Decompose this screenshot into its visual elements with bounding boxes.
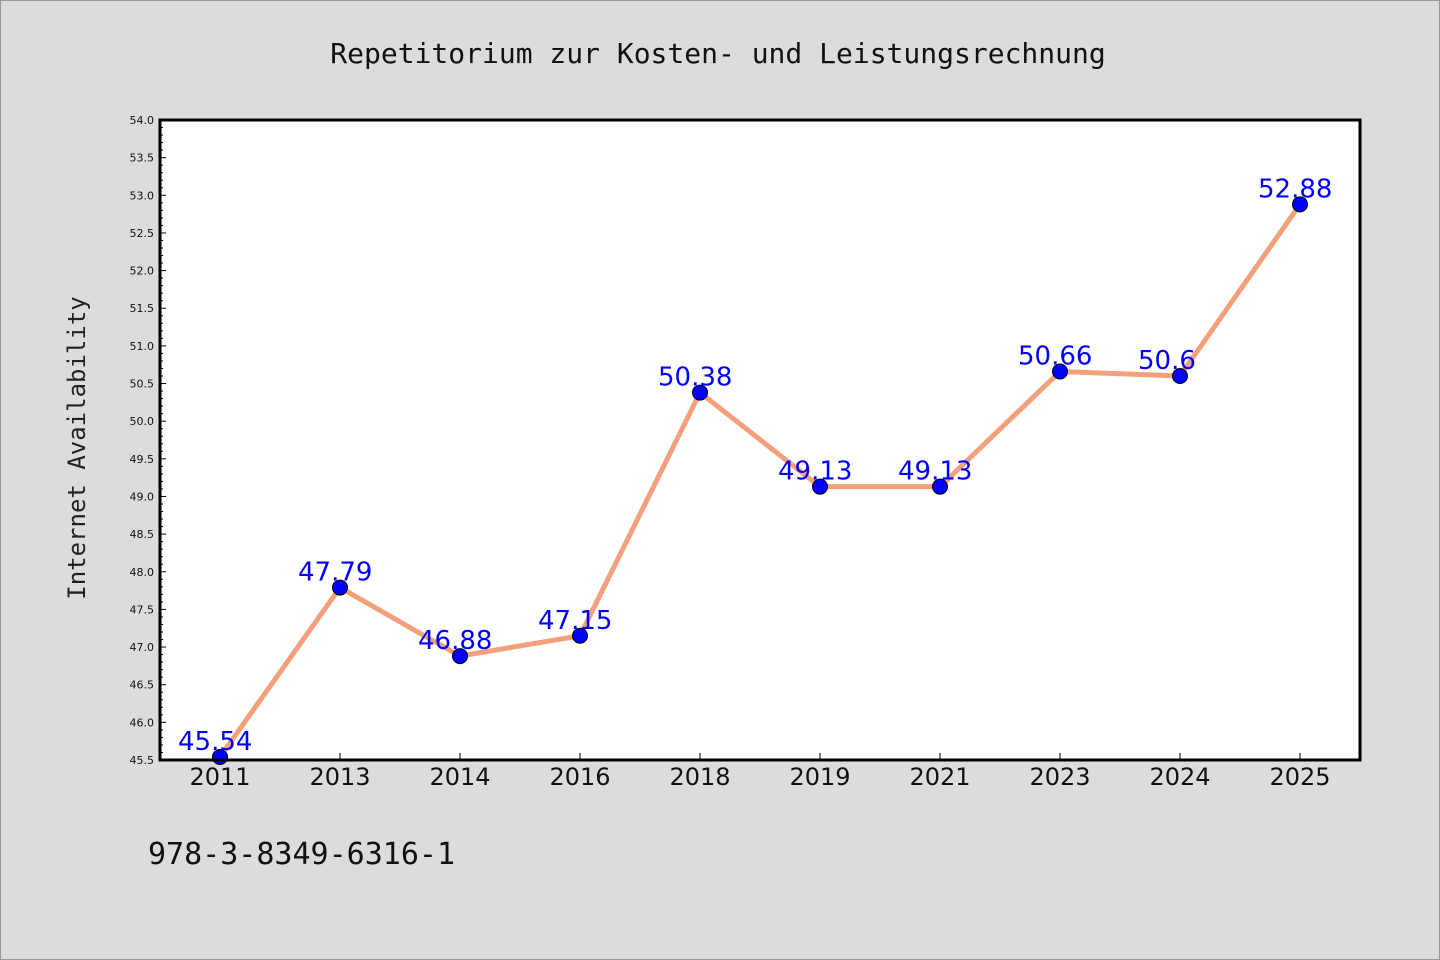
y-tick-label: 46.0	[130, 716, 155, 729]
data-point-marker	[692, 384, 708, 401]
x-tick-label: 2014	[429, 763, 490, 791]
data-labels-group: 45.54 47.79 46.88 47.15 50.38 49.13 49.13 50.66…	[178, 174, 1332, 757]
y-tick-label: 54.0	[130, 114, 155, 127]
data-label: 47.79	[298, 558, 372, 588]
markers-group	[212, 196, 1308, 765]
data-point-marker	[572, 627, 588, 644]
y-tick-label: 51.5	[130, 302, 155, 315]
y-tick-label: 50.5	[130, 378, 155, 391]
y-axis: 45.5 46.0 46.5 47.0 47.5 48.0 48.5 49.0 49.5 50.0…	[130, 114, 166, 767]
y-tick-label: 53.0	[130, 189, 155, 202]
x-tick-label: 2013	[309, 763, 370, 791]
data-label: 50.38	[658, 363, 732, 393]
series-line-group	[217, 201, 1303, 760]
y-tick-label: 50.0	[130, 415, 155, 428]
x-tick-label: 2021	[909, 763, 970, 791]
x-tick-label: 2025	[1269, 763, 1330, 791]
y-tick-label: 53.5	[130, 152, 155, 165]
y-tick-label: 48.0	[130, 566, 155, 579]
chart-title: Repetitorium zur Kosten- und Leistungsre…	[330, 37, 1105, 70]
data-point-marker	[332, 579, 348, 596]
data-point-marker	[812, 478, 828, 495]
y-tick-label: 47.0	[130, 641, 155, 654]
data-label: 50.6	[1138, 346, 1196, 376]
y-tick-label: 49.5	[130, 453, 155, 466]
y-tick-label: 47.5	[130, 603, 155, 616]
data-point-marker	[1292, 196, 1308, 213]
data-label: 49.13	[898, 457, 972, 487]
x-tick-label: 2018	[669, 763, 730, 791]
y-tick-label: 49.0	[130, 490, 155, 503]
y-tick-label: 52.5	[130, 227, 155, 240]
data-point-marker	[932, 478, 948, 495]
y-tick-label: 46.5	[130, 679, 155, 692]
x-tick-label: 2011	[189, 763, 250, 791]
data-label: 49.13	[778, 457, 852, 487]
data-point-marker	[1172, 368, 1188, 384]
data-label: 47.15	[538, 606, 612, 636]
data-label: 52.88	[1258, 174, 1332, 204]
x-axis: 2011 2013 2014 2016 2018 2019 2021 2023 2024 2025	[189, 753, 1331, 791]
series-line	[217, 201, 1303, 760]
y-axis-label: Internet Availability	[63, 296, 91, 599]
x-tick-label: 2016	[549, 763, 610, 791]
y-tick-label: 51.0	[130, 340, 155, 353]
data-point-marker	[1052, 363, 1068, 380]
data-label: 45.54	[178, 727, 252, 757]
data-point-marker	[452, 648, 468, 665]
x-tick-label: 2023	[1029, 763, 1090, 791]
y-tick-label: 48.5	[130, 528, 155, 541]
y-tick-label: 45.5	[130, 754, 155, 767]
isbn-text: 978-3-8349-6316-1	[148, 837, 455, 872]
y-tick-label: 52.0	[130, 265, 155, 278]
data-label: 50.66	[1018, 341, 1092, 371]
x-tick-label: 2024	[1149, 763, 1210, 791]
plot-border	[158, 118, 1362, 762]
data-label: 46.88	[418, 626, 492, 656]
x-tick-label: 2019	[789, 763, 850, 791]
